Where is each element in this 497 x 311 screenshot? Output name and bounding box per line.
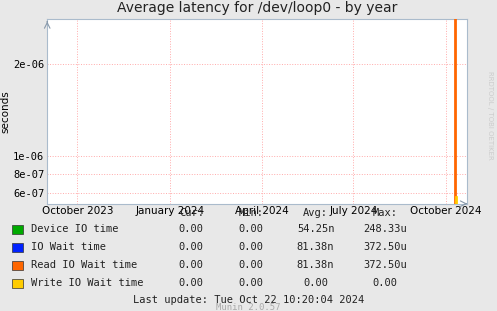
Text: 0.00: 0.00	[179, 224, 204, 234]
Text: 0.00: 0.00	[303, 278, 328, 288]
Title: Average latency for /dev/loop0 - by year: Average latency for /dev/loop0 - by year	[117, 1, 398, 15]
Text: RRDTOOL / TOBI OETIKER: RRDTOOL / TOBI OETIKER	[487, 71, 493, 160]
Text: 372.50u: 372.50u	[363, 242, 407, 252]
Text: 0.00: 0.00	[239, 260, 263, 270]
Text: 54.25n: 54.25n	[297, 224, 334, 234]
Y-axis label: seconds: seconds	[0, 90, 10, 132]
Text: 0.00: 0.00	[179, 242, 204, 252]
Text: 0.00: 0.00	[373, 278, 398, 288]
Text: Cur:: Cur:	[179, 208, 204, 218]
Text: 0.00: 0.00	[179, 278, 204, 288]
Text: 81.38n: 81.38n	[297, 242, 334, 252]
Text: 248.33u: 248.33u	[363, 224, 407, 234]
Text: Write IO Wait time: Write IO Wait time	[31, 278, 144, 288]
Text: 372.50u: 372.50u	[363, 260, 407, 270]
Text: IO Wait time: IO Wait time	[31, 242, 106, 252]
Text: Min:: Min:	[239, 208, 263, 218]
Text: Munin 2.0.57: Munin 2.0.57	[216, 303, 281, 311]
Text: 0.00: 0.00	[239, 242, 263, 252]
Text: Last update: Tue Oct 22 10:20:04 2024: Last update: Tue Oct 22 10:20:04 2024	[133, 295, 364, 305]
Text: 0.00: 0.00	[239, 224, 263, 234]
Text: Read IO Wait time: Read IO Wait time	[31, 260, 138, 270]
Text: 0.00: 0.00	[179, 260, 204, 270]
Text: 81.38n: 81.38n	[297, 260, 334, 270]
Text: Device IO time: Device IO time	[31, 224, 119, 234]
Text: 0.00: 0.00	[239, 278, 263, 288]
Text: Max:: Max:	[373, 208, 398, 218]
Text: Avg:: Avg:	[303, 208, 328, 218]
